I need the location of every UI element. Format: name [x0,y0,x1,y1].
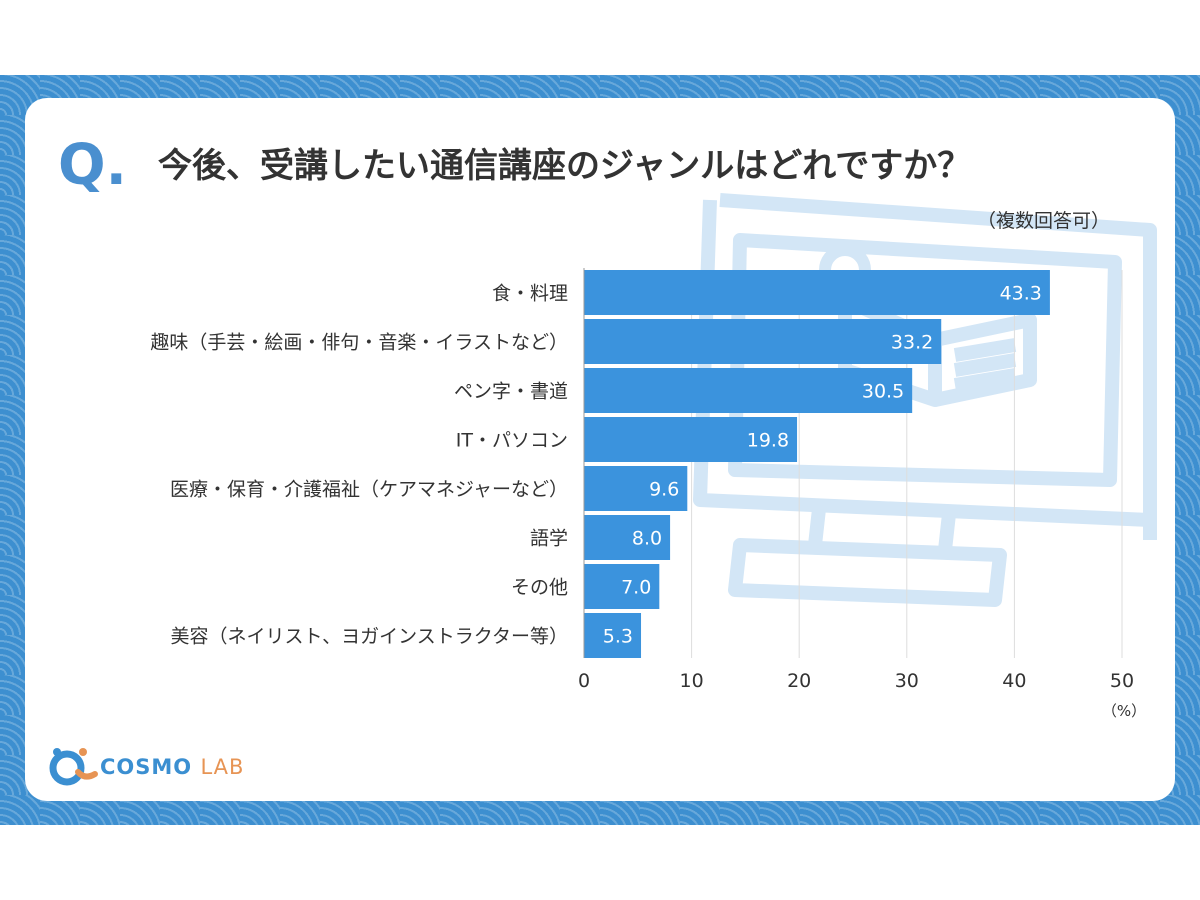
brand-name: COSMO LAB [100,755,244,779]
bar-value-label: 9.6 [649,479,679,501]
bar-value-label: 7.0 [621,577,651,599]
category-label: 語学 [530,528,568,550]
x-tick-label: 10 [680,670,704,692]
x-tick-label: 50 [1110,670,1134,692]
bar [584,270,1050,315]
x-tick-label: 0 [578,670,590,692]
x-axis-unit-label: （%） [1102,702,1146,720]
bar [584,368,913,413]
category-label: ペン字・書道 [454,381,568,403]
bar [584,515,671,560]
bar [584,319,942,364]
brand-name-part2: LAB [200,755,245,779]
bar-value-label: 19.8 [747,430,789,452]
category-label: IT・パソコン [456,430,568,452]
x-tick-label: 40 [1002,670,1026,692]
bar [584,466,688,511]
question-mark-label: Q. [58,133,127,198]
bar-value-label: 43.3 [1000,283,1042,305]
category-label: 美容（ネイリスト、ヨガインストラクター等） [171,626,568,648]
cosmo-lab-logo-icon [49,748,98,786]
bar-value-label: 5.3 [603,626,633,648]
category-label: 食・料理 [492,283,568,305]
bar-value-label: 30.5 [862,381,904,403]
brand-name-part1: COSMO [100,755,193,779]
bar [584,564,660,609]
question-title: 今後、受講したい通信講座のジャンルはどれですか？ [158,146,972,186]
category-label: 趣味（手芸・絵画・俳句・音楽・イラストなど） [150,332,568,354]
bar [584,613,642,658]
category-label: 医療・保育・介護福祉（ケアマネジャーなど） [170,479,568,501]
x-tick-label: 30 [895,670,919,692]
multiple-answer-note: （複数回答可） [976,210,1110,232]
x-tick-label: 20 [787,670,811,692]
bar-value-label: 8.0 [632,528,662,550]
bar-value-label: 33.2 [891,332,933,354]
bar [584,417,798,462]
category-label: その他 [511,577,568,599]
